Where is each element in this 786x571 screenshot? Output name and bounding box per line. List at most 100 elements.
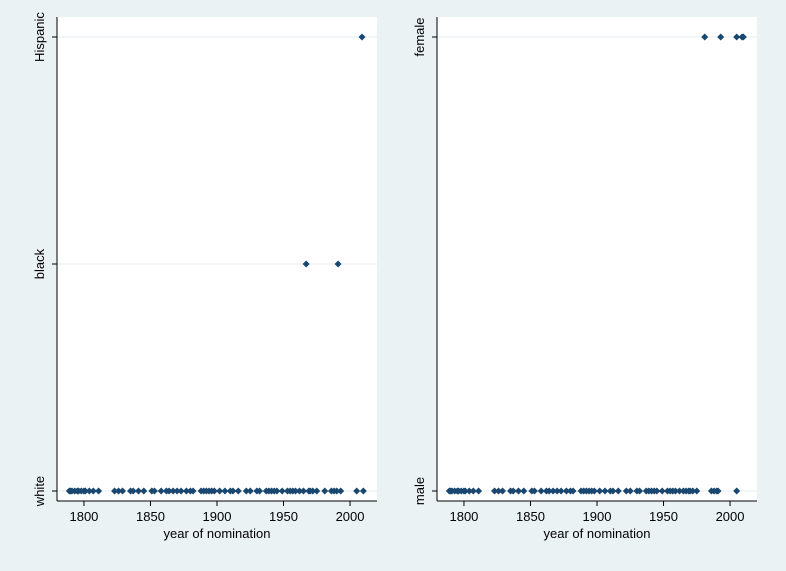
data-point (165, 487, 173, 495)
data-point (85, 487, 93, 495)
plot-area (57, 17, 377, 501)
data-point (140, 487, 148, 495)
y-tick-label-male: male (412, 477, 427, 505)
data-point (309, 487, 317, 495)
data-point (302, 260, 310, 268)
data-point (601, 487, 609, 495)
y-axis-ticks: white black Hispanic (32, 12, 57, 507)
data-point (537, 487, 545, 495)
data-point (701, 33, 709, 41)
data-point (216, 487, 224, 495)
data-point (169, 487, 177, 495)
data-point (596, 487, 604, 495)
data-point (569, 487, 577, 495)
data-point (609, 487, 617, 495)
data-point (189, 487, 197, 495)
data-point (545, 487, 553, 495)
x-tick-label-2000: 2000 (716, 509, 745, 524)
x-axis-ticks: 1800 1850 1900 1950 2000 (449, 501, 745, 524)
data-point (495, 487, 503, 495)
x-axis-ticks: 1800 1850 1900 1950 2000 (69, 501, 365, 524)
data-point (553, 487, 561, 495)
data-point (653, 487, 661, 495)
data-point (509, 487, 517, 495)
data-point (135, 487, 143, 495)
data-point (675, 487, 683, 495)
data-point (278, 487, 286, 495)
data-point (334, 260, 342, 268)
plot-area (437, 17, 757, 501)
data-point (291, 487, 299, 495)
data-point (636, 487, 644, 495)
data-point (626, 487, 634, 495)
data-point (242, 487, 250, 495)
data-point (515, 487, 523, 495)
y-tick-label-female: female (412, 17, 427, 56)
y-tick-label-hispanic: Hispanic (32, 12, 47, 62)
data-point (150, 487, 158, 495)
data-point (295, 487, 303, 495)
data-points (445, 33, 747, 495)
data-point (465, 487, 473, 495)
data-point (689, 487, 697, 495)
x-tick-label-1850: 1850 (136, 509, 165, 524)
data-point (337, 487, 345, 495)
data-point (89, 487, 97, 495)
x-tick-label-1900: 1900 (203, 509, 232, 524)
y-tick-label-white: white (32, 476, 47, 507)
data-point (614, 487, 622, 495)
data-point (299, 487, 307, 495)
data-point (129, 487, 137, 495)
data-point (119, 487, 127, 495)
data-point (115, 487, 123, 495)
data-point (246, 487, 254, 495)
data-point (491, 487, 499, 495)
gender-panel: male female 1800 1850 1900 1950 2000 year of … (412, 17, 757, 541)
data-point (461, 487, 469, 495)
data-point (475, 487, 483, 495)
x-tick-label-1800: 1800 (449, 509, 478, 524)
x-tick-label-1800: 1800 (69, 509, 98, 524)
x-tick-label-1950: 1950 (649, 509, 678, 524)
data-point (81, 487, 89, 495)
x-tick-label-1850: 1850 (516, 509, 545, 524)
data-point (210, 487, 218, 495)
x-tick-label-2000: 2000 (336, 509, 365, 524)
data-point (95, 487, 103, 495)
data-point (739, 33, 747, 41)
x-tick-label-1900: 1900 (583, 509, 612, 524)
data-point (256, 487, 264, 495)
y-axis-ticks: male female (412, 17, 437, 505)
data-point (359, 487, 367, 495)
data-point (590, 487, 598, 495)
data-point (733, 487, 741, 495)
data-point (182, 487, 190, 495)
data-point (469, 487, 477, 495)
data-point (622, 487, 630, 495)
data-point (221, 487, 229, 495)
data-point (173, 487, 181, 495)
data-point (177, 487, 185, 495)
data-point (562, 487, 570, 495)
data-point (157, 487, 165, 495)
data-point (658, 487, 666, 495)
data-point (714, 487, 722, 495)
data-point (229, 487, 237, 495)
x-tick-label-1950: 1950 (269, 509, 298, 524)
x-axis-title: year of nomination (164, 526, 271, 541)
x-axis-title: year of nomination (544, 526, 651, 541)
data-point (353, 487, 361, 495)
data-point (693, 487, 701, 495)
data-point (499, 487, 507, 495)
data-point (111, 487, 119, 495)
data-point (358, 33, 366, 41)
data-point (333, 487, 341, 495)
data-point (520, 487, 528, 495)
data-point (273, 487, 281, 495)
data-point (733, 33, 741, 41)
data-point (557, 487, 565, 495)
data-point (717, 33, 725, 41)
data-point (549, 487, 557, 495)
